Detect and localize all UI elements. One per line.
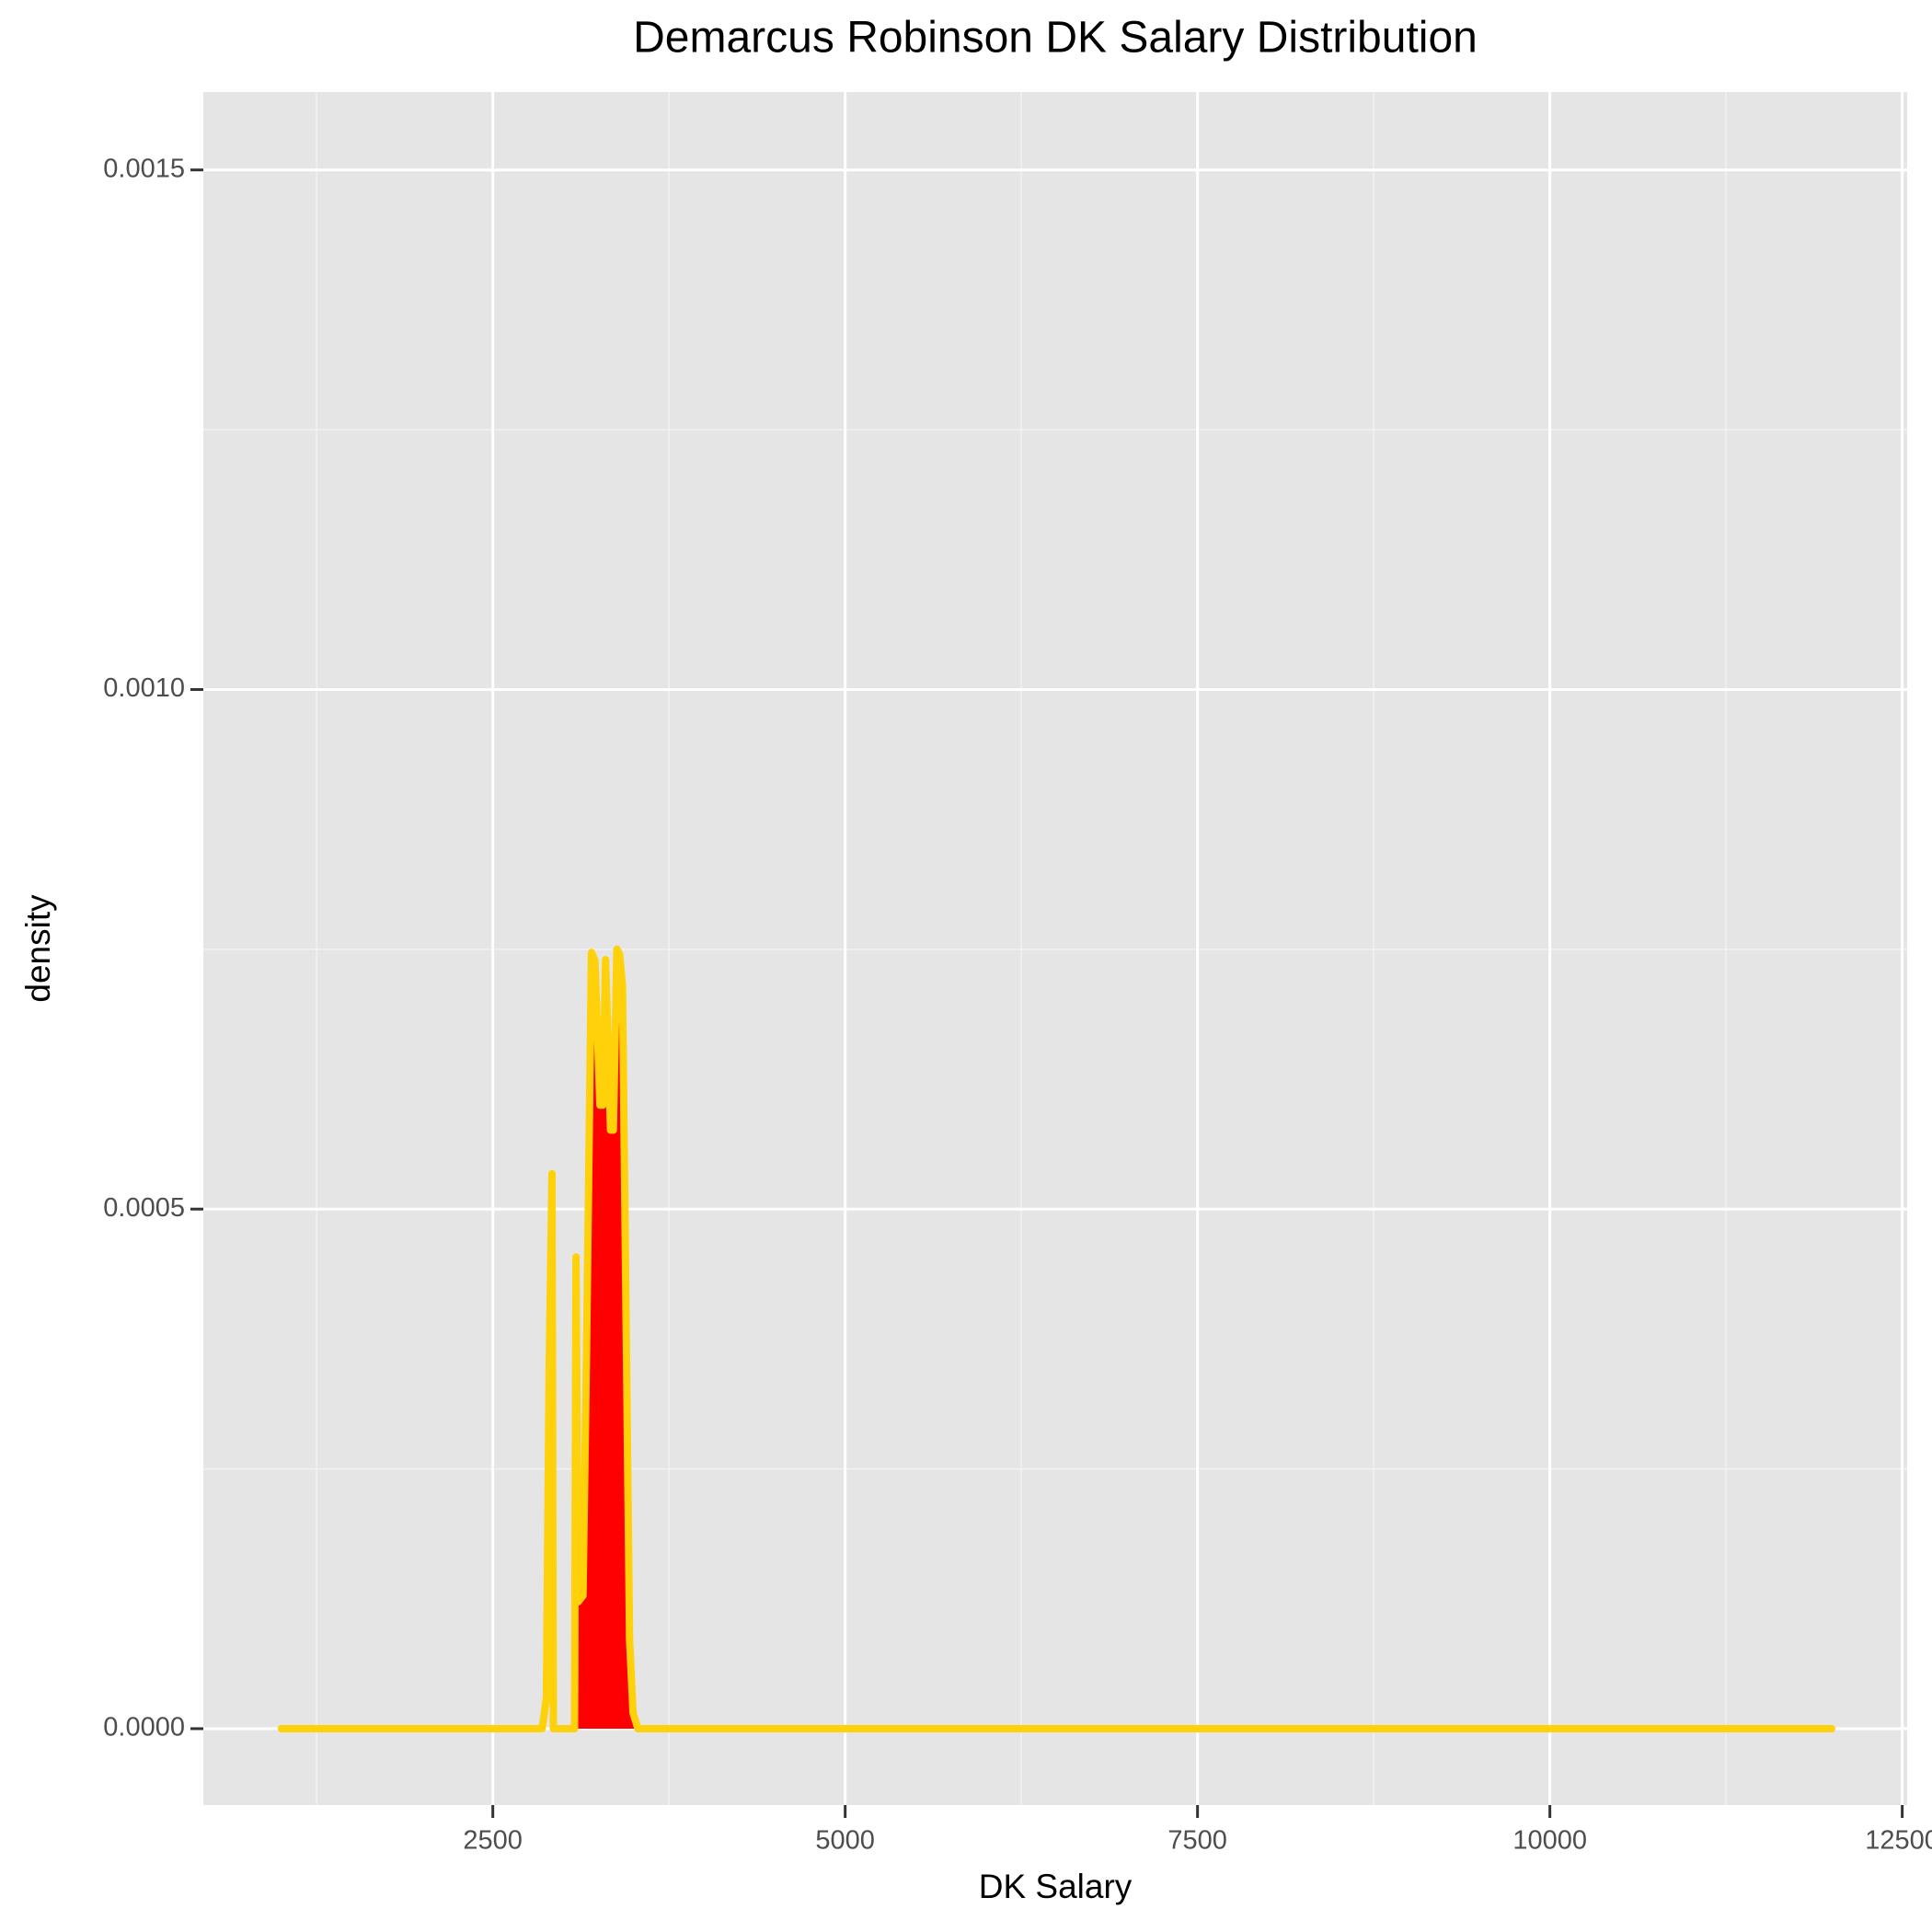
x-tick-label: 12500 [1865,1826,1932,1856]
x-tick-label: 5000 [815,1826,875,1856]
y-axis-title: density [19,894,57,1003]
x-tick-label: 7500 [1167,1826,1227,1856]
y-tick-label: 0.0015 [103,154,185,183]
y-tick-label: 0.0000 [103,1713,185,1742]
panel [203,92,1907,1805]
chart-title: Demarcus Robinson DK Salary Distribution [633,14,1478,63]
x-tick-label: 2500 [463,1826,523,1856]
x-tick-label: 10000 [1512,1826,1587,1856]
y-tick-label: 0.0005 [103,1193,185,1223]
x-axis-title: DK Salary [979,1868,1133,1905]
density-line [277,945,1835,1732]
y-tick-label: 0.0010 [103,673,185,703]
